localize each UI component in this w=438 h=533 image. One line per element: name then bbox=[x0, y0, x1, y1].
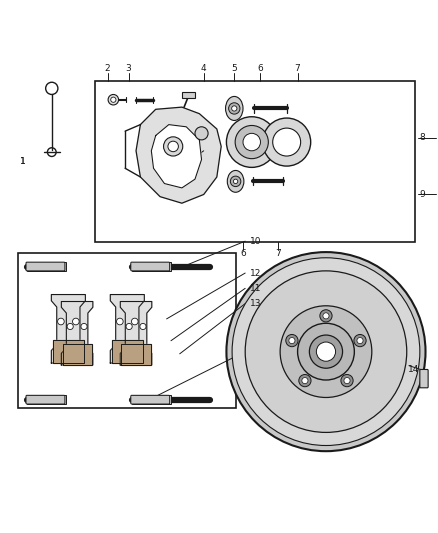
Text: 10: 10 bbox=[250, 237, 261, 246]
Circle shape bbox=[73, 318, 79, 325]
Text: 6: 6 bbox=[240, 249, 246, 258]
FancyBboxPatch shape bbox=[26, 395, 65, 404]
Polygon shape bbox=[121, 344, 151, 365]
FancyBboxPatch shape bbox=[131, 262, 170, 271]
Text: 1: 1 bbox=[20, 157, 25, 166]
Text: 11: 11 bbox=[250, 284, 261, 293]
Polygon shape bbox=[110, 295, 144, 363]
Polygon shape bbox=[61, 302, 93, 365]
Circle shape bbox=[230, 176, 241, 187]
Circle shape bbox=[297, 323, 354, 380]
Circle shape bbox=[108, 94, 119, 105]
Polygon shape bbox=[120, 302, 152, 365]
Circle shape bbox=[226, 117, 277, 167]
Bar bbox=[182, 92, 195, 99]
Text: 4: 4 bbox=[201, 64, 207, 73]
Circle shape bbox=[168, 141, 178, 152]
Circle shape bbox=[273, 128, 300, 156]
Text: 13: 13 bbox=[250, 299, 261, 308]
Circle shape bbox=[263, 118, 311, 166]
Circle shape bbox=[67, 324, 73, 329]
Circle shape bbox=[320, 310, 332, 322]
Text: 7: 7 bbox=[295, 64, 300, 73]
Circle shape bbox=[344, 377, 350, 384]
Circle shape bbox=[195, 127, 208, 140]
FancyBboxPatch shape bbox=[26, 262, 65, 271]
Circle shape bbox=[243, 133, 261, 151]
Polygon shape bbox=[63, 344, 92, 365]
Circle shape bbox=[245, 271, 407, 432]
Circle shape bbox=[341, 375, 353, 387]
Text: 9: 9 bbox=[419, 190, 425, 199]
Circle shape bbox=[302, 377, 308, 384]
Text: 3: 3 bbox=[126, 64, 131, 73]
Text: 2: 2 bbox=[105, 64, 110, 73]
Circle shape bbox=[57, 318, 64, 325]
Text: 6: 6 bbox=[258, 64, 263, 73]
Ellipse shape bbox=[227, 171, 244, 192]
FancyBboxPatch shape bbox=[131, 395, 170, 404]
Circle shape bbox=[126, 324, 132, 329]
Text: 7: 7 bbox=[275, 249, 281, 258]
Circle shape bbox=[140, 324, 146, 329]
Polygon shape bbox=[51, 295, 85, 363]
Text: 12: 12 bbox=[250, 269, 261, 278]
Circle shape bbox=[286, 335, 298, 346]
Bar bbox=[95, 81, 416, 243]
Circle shape bbox=[323, 313, 329, 319]
Text: 14: 14 bbox=[408, 365, 419, 374]
Circle shape bbox=[235, 125, 268, 159]
Bar bbox=[27, 262, 66, 271]
Circle shape bbox=[163, 137, 183, 156]
Bar bbox=[132, 262, 171, 271]
Ellipse shape bbox=[226, 96, 243, 120]
Circle shape bbox=[232, 106, 237, 111]
Circle shape bbox=[233, 179, 238, 183]
Bar bbox=[27, 395, 66, 404]
Circle shape bbox=[229, 103, 240, 114]
Circle shape bbox=[280, 306, 372, 398]
Polygon shape bbox=[112, 340, 143, 363]
Circle shape bbox=[299, 375, 311, 387]
Circle shape bbox=[316, 342, 336, 361]
FancyBboxPatch shape bbox=[420, 369, 428, 388]
Text: 8: 8 bbox=[419, 133, 425, 142]
Polygon shape bbox=[53, 340, 84, 363]
Polygon shape bbox=[151, 125, 201, 188]
Circle shape bbox=[309, 335, 343, 368]
Text: 5: 5 bbox=[231, 64, 237, 73]
Circle shape bbox=[131, 318, 138, 325]
Circle shape bbox=[81, 324, 87, 329]
Bar bbox=[18, 253, 237, 408]
Text: 1: 1 bbox=[20, 157, 25, 166]
Bar bbox=[132, 395, 171, 404]
Circle shape bbox=[289, 337, 295, 344]
Circle shape bbox=[226, 252, 426, 451]
Circle shape bbox=[232, 258, 420, 446]
Circle shape bbox=[357, 337, 363, 344]
Circle shape bbox=[111, 97, 116, 102]
Polygon shape bbox=[136, 107, 221, 203]
Text: 10: 10 bbox=[250, 347, 261, 356]
Circle shape bbox=[117, 318, 123, 325]
Circle shape bbox=[354, 335, 366, 346]
